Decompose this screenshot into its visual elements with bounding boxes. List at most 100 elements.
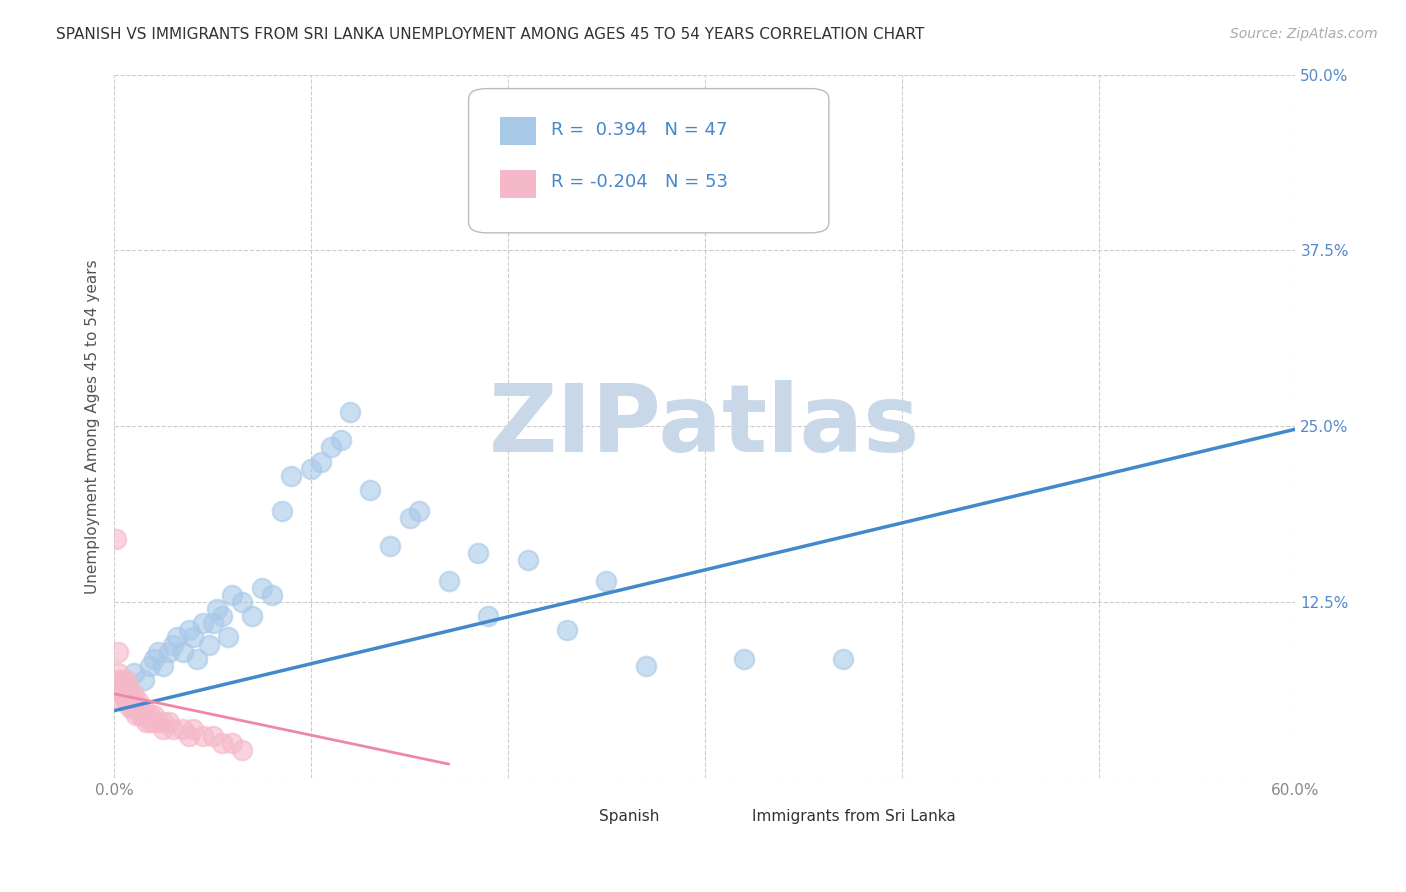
Point [191, 729, 214, 743]
Point [132, 673, 155, 687]
Point [157, 714, 180, 729]
Point [115, 680, 138, 694]
Point [125, 701, 148, 715]
FancyBboxPatch shape [551, 806, 586, 828]
Point [713, 54, 735, 68]
Point [108, 673, 131, 687]
Point [201, 616, 224, 631]
Point [437, 574, 460, 589]
Point [831, 651, 853, 665]
Point [595, 574, 617, 589]
Point [166, 631, 188, 645]
Point [181, 722, 204, 736]
Point [122, 701, 145, 715]
Point [177, 624, 200, 638]
Point [122, 694, 145, 708]
Text: SPANISH VS IMMIGRANTS FROM SRI LANKA UNEMPLOYMENT AMONG AGES 45 TO 54 YEARS CORR: SPANISH VS IMMIGRANTS FROM SRI LANKA UNE… [56, 27, 925, 42]
Point [108, 680, 131, 694]
Point [152, 658, 174, 673]
Point [146, 714, 169, 729]
Point [115, 673, 138, 687]
Point [138, 658, 160, 673]
Point [138, 714, 160, 729]
Point [177, 729, 200, 743]
Point [516, 553, 538, 567]
Point [112, 680, 135, 694]
Point [250, 581, 273, 595]
Point [115, 694, 138, 708]
Text: R = -0.204   N = 53: R = -0.204 N = 53 [551, 173, 728, 191]
Point [339, 405, 361, 419]
Point [172, 644, 194, 658]
Point [270, 504, 292, 518]
Text: R =  0.394   N = 47: R = 0.394 N = 47 [551, 121, 728, 139]
Point [138, 707, 160, 722]
FancyBboxPatch shape [501, 117, 536, 145]
Point [127, 701, 149, 715]
Point [121, 701, 143, 715]
Point [477, 609, 499, 624]
Point [260, 588, 283, 602]
Text: Spanish: Spanish [599, 809, 659, 824]
Point [142, 651, 165, 665]
Point [205, 602, 228, 616]
Point [329, 434, 352, 448]
Point [118, 694, 141, 708]
Point [217, 631, 239, 645]
Point [122, 665, 145, 680]
Point [128, 701, 150, 715]
Point [231, 595, 253, 609]
Point [135, 714, 157, 729]
Point [359, 483, 381, 497]
Point [221, 588, 243, 602]
Point [112, 680, 135, 694]
Point [118, 701, 141, 715]
Point [118, 687, 141, 701]
Point [146, 644, 169, 658]
Point [112, 690, 135, 704]
Point [117, 687, 139, 701]
Point [121, 694, 143, 708]
Point [467, 546, 489, 560]
Point [152, 722, 174, 736]
Y-axis label: Unemployment Among Ages 45 to 54 years: Unemployment Among Ages 45 to 54 years [86, 259, 100, 594]
Point [398, 511, 420, 525]
Point [280, 468, 302, 483]
Point [132, 701, 155, 715]
Point [240, 609, 263, 624]
Point [157, 644, 180, 658]
Point [117, 680, 139, 694]
Point [211, 609, 233, 624]
Point [221, 736, 243, 750]
Point [117, 694, 139, 708]
Point [132, 707, 155, 722]
Point [128, 707, 150, 722]
Point [122, 687, 145, 701]
Point [231, 743, 253, 757]
Point [135, 707, 157, 722]
Point [125, 707, 148, 722]
Text: Source: ZipAtlas.com: Source: ZipAtlas.com [1230, 27, 1378, 41]
Point [111, 687, 134, 701]
Point [162, 722, 184, 736]
Point [107, 644, 129, 658]
Point [107, 665, 129, 680]
Point [172, 722, 194, 736]
FancyBboxPatch shape [704, 806, 741, 828]
Point [115, 687, 138, 701]
Point [378, 539, 401, 553]
Point [142, 714, 165, 729]
Point [309, 454, 332, 468]
Point [319, 441, 342, 455]
Point [197, 638, 219, 652]
Point [555, 624, 578, 638]
FancyBboxPatch shape [501, 169, 536, 198]
Point [131, 707, 153, 722]
Point [112, 673, 135, 687]
Point [211, 736, 233, 750]
Point [201, 729, 224, 743]
Point [142, 707, 165, 722]
Point [191, 616, 214, 631]
Point [111, 694, 134, 708]
Point [105, 532, 128, 546]
